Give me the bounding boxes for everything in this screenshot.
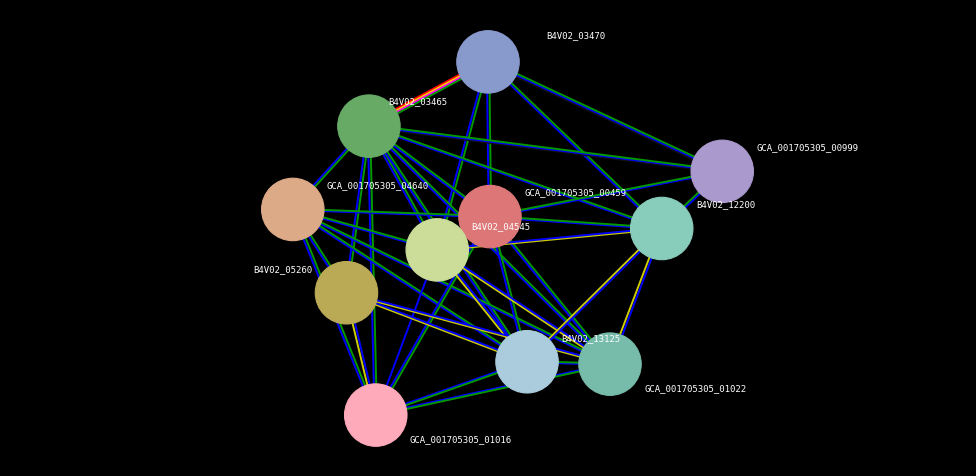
Ellipse shape [345,384,407,446]
Text: GCA_001705305_04640: GCA_001705305_04640 [327,181,429,190]
Ellipse shape [579,333,641,396]
Text: B4V02_13125: B4V02_13125 [561,334,621,343]
Text: GCA_001705305_01022: GCA_001705305_01022 [644,384,747,393]
Ellipse shape [338,95,400,158]
Text: B4V02_04545: B4V02_04545 [471,222,531,231]
Text: B4V02_03470: B4V02_03470 [547,31,606,40]
Text: B4V02_05260: B4V02_05260 [253,265,312,274]
Text: GCA_001705305_00999: GCA_001705305_00999 [756,143,859,152]
Text: GCA_001705305_00459: GCA_001705305_00459 [524,188,627,198]
Text: B4V02_12200: B4V02_12200 [696,200,755,209]
Ellipse shape [496,330,558,393]
Ellipse shape [691,140,753,203]
Ellipse shape [315,261,378,324]
Text: B4V02_03465: B4V02_03465 [388,97,448,106]
Ellipse shape [457,30,519,93]
Ellipse shape [262,178,324,241]
Ellipse shape [630,197,693,260]
Text: GCA_001705305_01016: GCA_001705305_01016 [410,435,512,444]
Ellipse shape [406,218,468,281]
Ellipse shape [459,185,521,248]
